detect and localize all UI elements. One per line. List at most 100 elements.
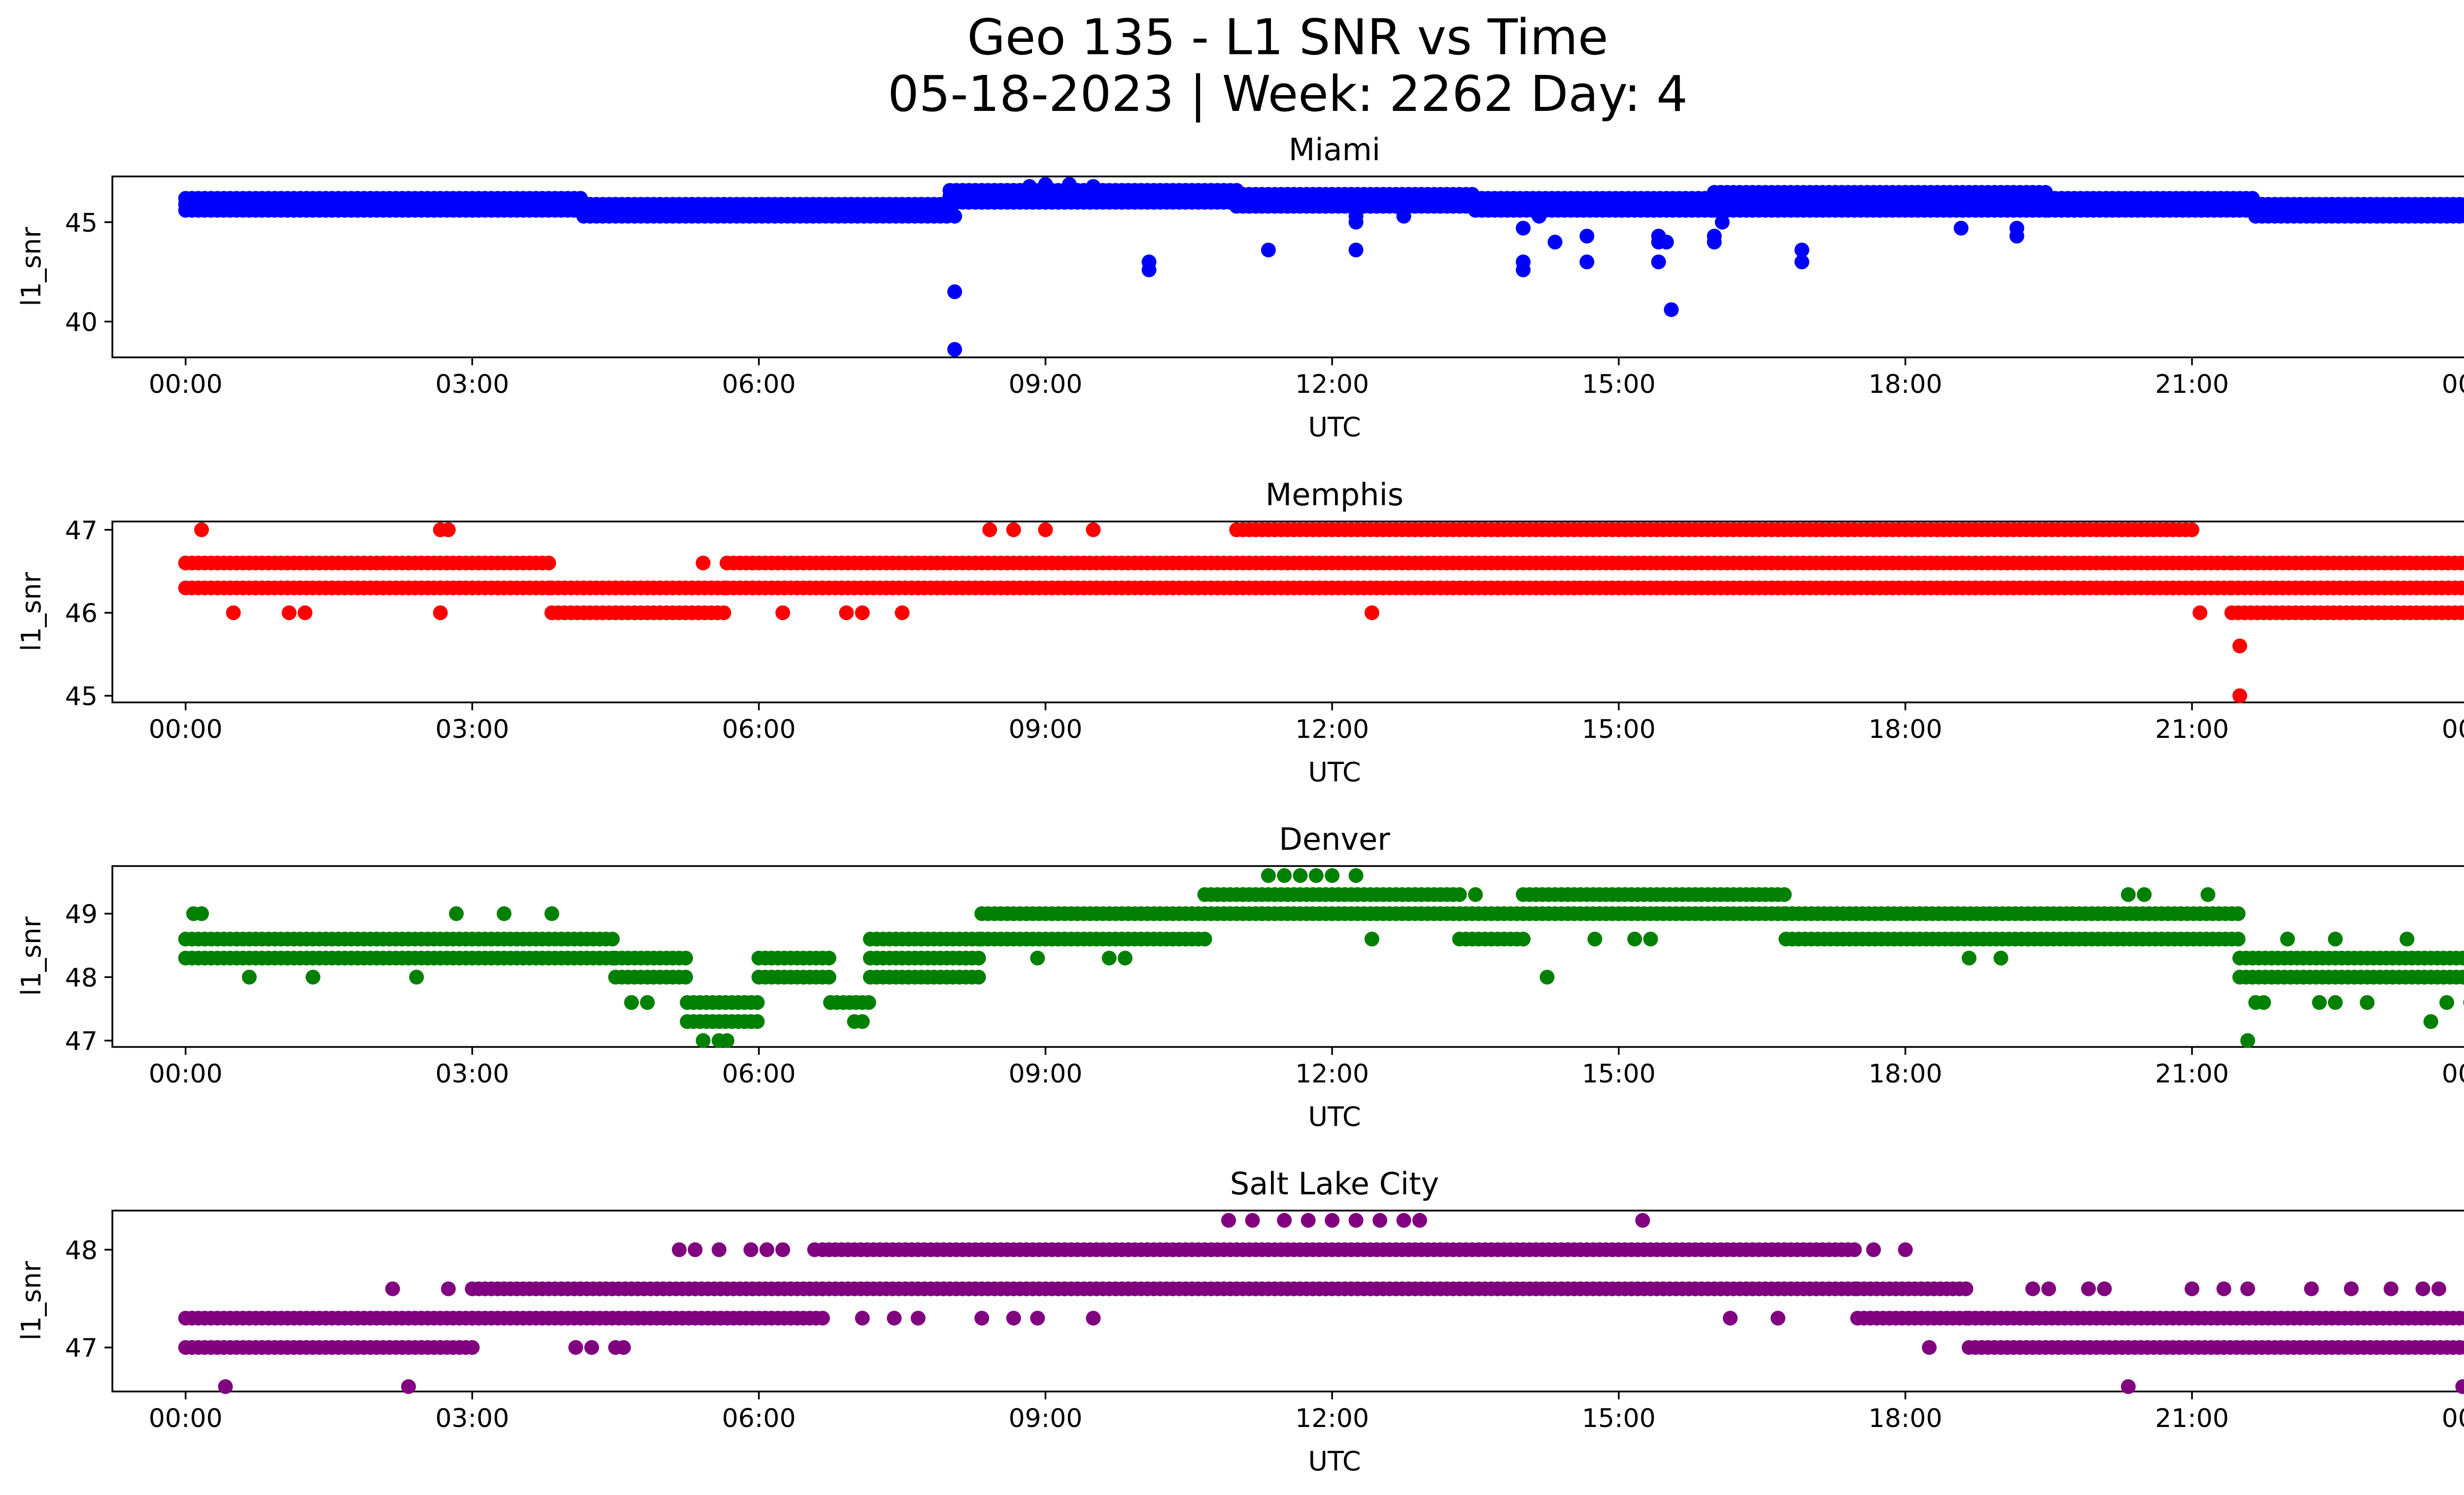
data-point <box>1348 209 1364 224</box>
data-point <box>281 605 297 621</box>
data-point <box>2025 1281 2040 1296</box>
data-point <box>1141 262 1157 278</box>
data-point <box>743 1242 758 1257</box>
data-point <box>465 1340 480 1355</box>
data-point <box>2185 1281 2199 1296</box>
data-point <box>2431 1281 2446 1296</box>
data-point <box>1086 179 1101 194</box>
data-point <box>1396 209 1411 224</box>
points-miami <box>178 177 2464 357</box>
data-point <box>1197 932 1212 947</box>
x-tick-label: 06:00 <box>722 1404 796 1433</box>
panel-miami: Miami l1_snr UTC 00:00 03:00 06:00 09:00 12:… <box>16 132 2464 443</box>
x-tick-label: 15:00 <box>1582 1059 1656 1089</box>
data-point <box>947 284 962 299</box>
ticks-denver: 00:00 03:00 06:00 09:00 12:00 15:00 18:00 21:00… <box>65 900 2464 1089</box>
y-tick-label: 48 <box>65 963 98 993</box>
x-tick-label: 21:00 <box>2155 715 2229 744</box>
data-point <box>821 950 837 966</box>
data-point <box>807 1242 822 1257</box>
x-tick-label: 21:00 <box>2155 1404 2229 1433</box>
data-point <box>624 995 639 1010</box>
x-axis-label-denver: UTC <box>1308 1101 1361 1132</box>
data-point <box>2460 606 2464 620</box>
data-point <box>1866 1242 1881 1257</box>
data-point <box>672 1242 687 1257</box>
data-point <box>1777 887 1792 902</box>
data-point <box>2460 556 2464 570</box>
data-point <box>584 1340 599 1355</box>
x-tick-label: 03:00 <box>435 1059 509 1089</box>
data-point <box>821 970 837 985</box>
data-point <box>775 605 790 621</box>
data-point <box>719 1033 735 1048</box>
ticks-miami: 00:00 03:00 06:00 09:00 12:00 15:00 18:00 21:00… <box>65 209 2464 399</box>
data-point <box>1030 950 1045 966</box>
data-point <box>1898 1242 1913 1257</box>
x-tick-label: 00:00 <box>149 370 223 399</box>
data-point <box>1308 868 1324 883</box>
data-point <box>1086 522 1101 537</box>
y-axis-label-memphis: l1_snr <box>16 572 47 652</box>
data-point <box>2230 906 2246 921</box>
data-point <box>194 522 209 537</box>
y-axis-label-salt-lake-city: l1_snr <box>16 1261 47 1341</box>
y-tick-label: 46 <box>65 599 98 628</box>
data-point <box>1221 1213 1236 1228</box>
x-tick-label: 00:00 <box>2442 1059 2464 1089</box>
data-point <box>1579 254 1595 270</box>
x-tick-label: 06:00 <box>722 1059 796 1089</box>
data-point <box>465 1311 480 1326</box>
x-tick-label: 09:00 <box>1009 1404 1083 1433</box>
data-point <box>1635 1213 1650 1228</box>
data-point <box>1372 1213 1388 1228</box>
x-tick-label: 09:00 <box>1009 715 1083 744</box>
data-point <box>306 970 321 985</box>
x-tick-label: 15:00 <box>1582 1404 1656 1433</box>
x-tick-label: 18:00 <box>1868 1059 1942 1089</box>
data-point <box>2200 887 2216 902</box>
data-point <box>1515 220 1531 236</box>
x-tick-label: 00:00 <box>149 715 223 744</box>
plot-area-denver <box>111 865 2464 1048</box>
panel-denver: Denver l1_snr UTC 00:00 03:00 06:00 09:00 12… <box>16 821 2464 1132</box>
data-point <box>401 1379 416 1394</box>
data-point <box>2455 970 2464 985</box>
x-tick-label: 12:00 <box>1295 715 1369 744</box>
data-point <box>2216 1281 2231 1296</box>
data-point <box>1794 243 1810 258</box>
panel-memphis: Memphis l1_snr UTC 00:00 03:00 06:00 09:00 1… <box>16 477 2464 788</box>
x-tick-label: 00:00 <box>2442 1404 2464 1433</box>
data-point <box>971 950 986 966</box>
data-point <box>1293 868 1308 883</box>
points-denver <box>178 868 2464 1048</box>
data-point <box>1515 262 1531 278</box>
data-point <box>1261 868 1276 883</box>
data-point <box>449 906 464 921</box>
data-point <box>1452 887 1467 902</box>
y-tick-label: 45 <box>65 682 98 712</box>
data-point <box>750 995 765 1010</box>
data-point <box>2041 1281 2056 1296</box>
data-point <box>695 1033 711 1048</box>
data-point <box>911 1311 925 1326</box>
data-point <box>1118 950 1133 966</box>
x-tick-label: 09:00 <box>1009 1059 1083 1089</box>
data-point <box>839 605 854 621</box>
data-point <box>1245 1213 1260 1228</box>
data-point <box>2327 995 2343 1010</box>
y-tick-label: 49 <box>65 900 98 930</box>
data-point <box>1958 1281 1974 1296</box>
data-point <box>958 950 973 966</box>
data-point <box>2415 1281 2430 1296</box>
data-point <box>1277 1213 1292 1228</box>
data-point <box>544 906 559 921</box>
data-point <box>2192 605 2208 621</box>
data-point <box>861 995 876 1010</box>
x-tick-label: 15:00 <box>1582 715 1656 744</box>
data-point <box>1348 1213 1364 1228</box>
data-point <box>2312 995 2327 1010</box>
data-point <box>2081 1281 2096 1296</box>
x-tick-label: 00:00 <box>2442 715 2464 744</box>
